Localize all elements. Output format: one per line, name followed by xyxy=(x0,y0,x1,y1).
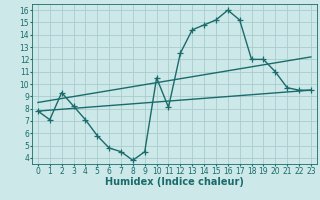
X-axis label: Humidex (Indice chaleur): Humidex (Indice chaleur) xyxy=(105,177,244,187)
